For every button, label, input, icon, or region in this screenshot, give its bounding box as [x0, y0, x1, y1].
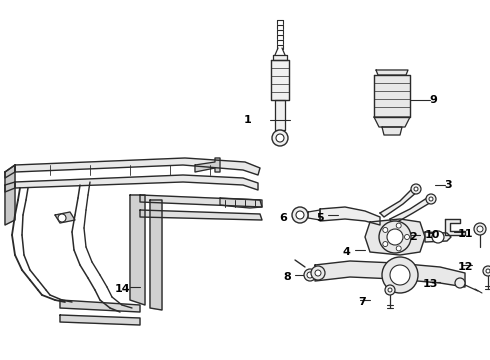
Circle shape [379, 221, 411, 253]
Polygon shape [15, 158, 260, 175]
Text: 11: 11 [457, 229, 473, 239]
Circle shape [307, 272, 313, 278]
Circle shape [483, 266, 490, 276]
Circle shape [296, 211, 304, 219]
Text: 5: 5 [316, 213, 324, 223]
Circle shape [486, 269, 490, 273]
Circle shape [396, 223, 401, 228]
Circle shape [474, 223, 486, 235]
Circle shape [426, 194, 436, 204]
Polygon shape [275, 100, 285, 130]
Circle shape [432, 231, 444, 243]
Circle shape [455, 278, 465, 288]
Circle shape [411, 184, 421, 194]
Circle shape [304, 269, 316, 281]
Polygon shape [380, 186, 418, 217]
Circle shape [382, 257, 418, 293]
Circle shape [405, 234, 410, 239]
Polygon shape [195, 158, 220, 172]
Text: 7: 7 [358, 297, 366, 307]
Text: 1: 1 [244, 115, 252, 125]
Polygon shape [220, 198, 262, 208]
Circle shape [272, 130, 288, 146]
Polygon shape [271, 60, 289, 100]
Circle shape [276, 134, 284, 142]
Circle shape [311, 266, 325, 280]
Polygon shape [273, 55, 287, 60]
Polygon shape [445, 219, 465, 235]
Circle shape [383, 242, 388, 247]
Circle shape [388, 288, 392, 292]
Polygon shape [55, 212, 75, 223]
Polygon shape [60, 315, 140, 325]
Polygon shape [150, 200, 162, 310]
Text: 10: 10 [424, 230, 440, 240]
Text: 4: 4 [342, 247, 350, 257]
Polygon shape [374, 75, 410, 117]
Text: 14: 14 [114, 284, 130, 294]
Text: 12: 12 [457, 262, 473, 272]
Polygon shape [15, 175, 258, 190]
Circle shape [477, 226, 483, 232]
Circle shape [387, 229, 403, 245]
Circle shape [385, 285, 395, 295]
Text: 13: 13 [422, 279, 438, 289]
Polygon shape [390, 196, 433, 225]
Polygon shape [5, 182, 15, 192]
Polygon shape [140, 210, 262, 220]
Polygon shape [5, 165, 15, 225]
Text: 2: 2 [409, 232, 417, 242]
Circle shape [396, 246, 401, 251]
Text: 3: 3 [444, 180, 452, 190]
Polygon shape [60, 300, 140, 312]
Polygon shape [376, 70, 408, 75]
Circle shape [414, 187, 418, 191]
Polygon shape [308, 210, 320, 220]
Circle shape [292, 207, 308, 223]
Polygon shape [382, 127, 402, 135]
Polygon shape [320, 207, 380, 225]
Circle shape [315, 270, 321, 276]
Polygon shape [315, 261, 465, 287]
Text: 8: 8 [283, 272, 291, 282]
Circle shape [58, 214, 66, 222]
Polygon shape [140, 195, 262, 207]
Circle shape [429, 197, 433, 201]
Text: 9: 9 [429, 95, 437, 105]
Text: 6: 6 [279, 213, 287, 223]
Polygon shape [130, 195, 145, 305]
Circle shape [383, 228, 388, 233]
Polygon shape [425, 232, 451, 242]
Circle shape [390, 265, 410, 285]
Polygon shape [374, 117, 410, 127]
Polygon shape [5, 165, 15, 178]
Polygon shape [365, 219, 425, 255]
